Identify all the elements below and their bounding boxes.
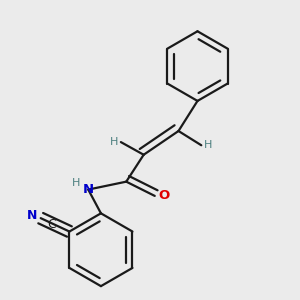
Text: H: H — [204, 140, 212, 150]
Text: O: O — [158, 189, 169, 203]
Text: N: N — [83, 183, 94, 196]
Text: N: N — [26, 209, 37, 222]
Text: H: H — [72, 178, 80, 188]
Text: H: H — [110, 137, 118, 147]
Text: C: C — [47, 218, 56, 231]
